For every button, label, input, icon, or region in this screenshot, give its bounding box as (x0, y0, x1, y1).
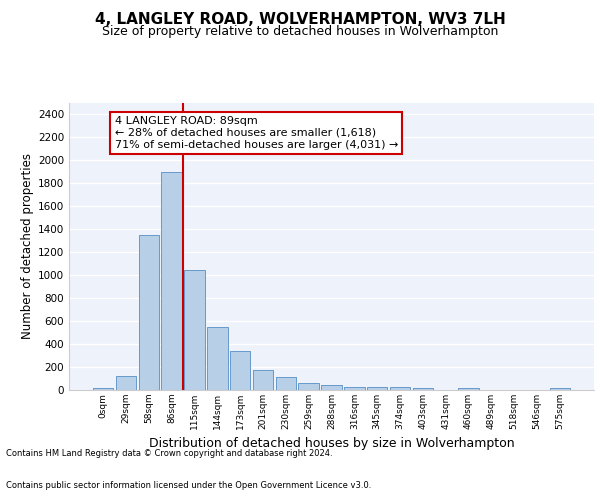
Bar (344, 386, 365, 390)
X-axis label: Distribution of detached houses by size in Wolverhampton: Distribution of detached houses by size … (149, 438, 514, 450)
Bar (550, 388, 570, 390)
Bar (207, 328, 227, 390)
Bar (93, 388, 113, 390)
Bar (298, 382, 319, 390)
Bar (230, 351, 250, 390)
Y-axis label: Number of detached properties: Number of detached properties (21, 153, 34, 340)
Bar (161, 172, 182, 390)
Text: Size of property relative to detached houses in Wolverhampton: Size of property relative to detached ho… (102, 25, 498, 38)
Bar (367, 387, 388, 390)
Bar (139, 235, 159, 390)
Text: Contains HM Land Registry data © Crown copyright and database right 2024.: Contains HM Land Registry data © Crown c… (6, 448, 332, 458)
Text: 4, LANGLEY ROAD, WOLVERHAMPTON, WV3 7LH: 4, LANGLEY ROAD, WOLVERHAMPTON, WV3 7LH (95, 12, 505, 28)
Bar (116, 376, 136, 390)
Bar (184, 270, 205, 390)
Bar (390, 387, 410, 390)
Bar (275, 378, 296, 390)
Text: 4 LANGLEY ROAD: 89sqm
← 28% of detached houses are smaller (1,618)
71% of semi-d: 4 LANGLEY ROAD: 89sqm ← 28% of detached … (115, 116, 398, 150)
Bar (413, 388, 433, 390)
Bar (253, 370, 273, 390)
Text: Contains public sector information licensed under the Open Government Licence v3: Contains public sector information licen… (6, 481, 371, 490)
Bar (321, 386, 342, 390)
Bar (458, 388, 479, 390)
